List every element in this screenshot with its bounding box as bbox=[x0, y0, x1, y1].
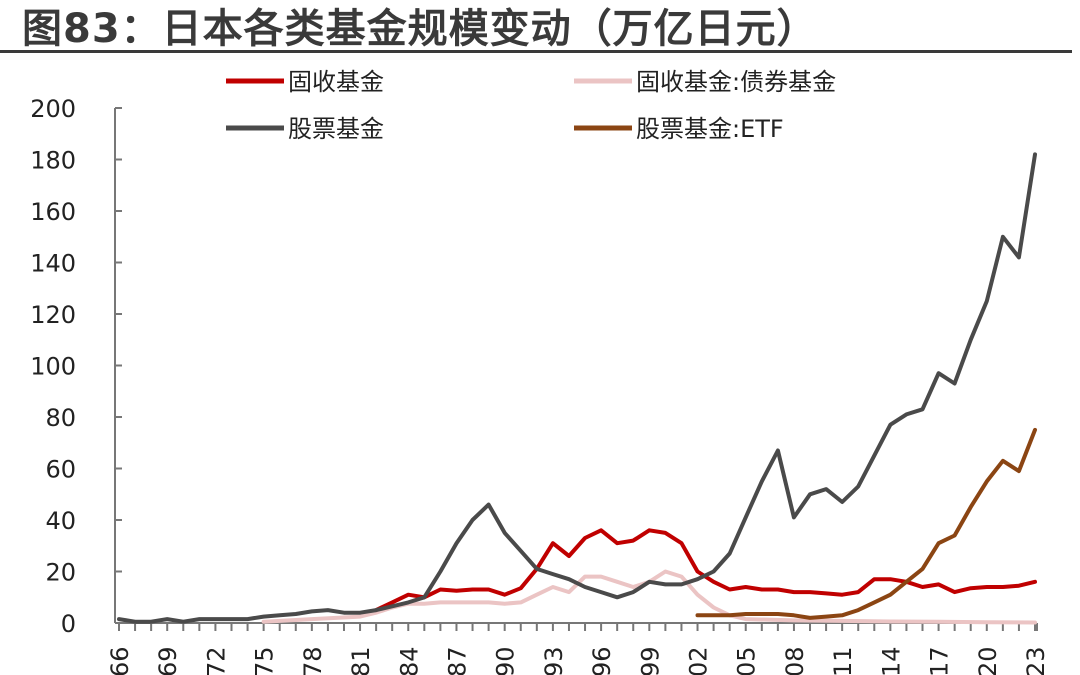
y-tick-label: 100 bbox=[30, 353, 76, 381]
chart-title: 图83：日本各类基金规模变动（万亿日元） bbox=[22, 6, 818, 52]
y-tick-label: 200 bbox=[30, 95, 76, 123]
legend-label: 固收基金 bbox=[288, 68, 384, 96]
y-tick-label: 140 bbox=[30, 250, 76, 278]
x-tick-label: 66 bbox=[106, 646, 134, 675]
legend-fixed-income: 固收基金 bbox=[226, 68, 384, 96]
title-underline bbox=[0, 50, 1072, 53]
etf-line bbox=[695, 427, 1037, 620]
x-tick-label: 96 bbox=[588, 646, 616, 675]
x-tick-label: 87 bbox=[443, 646, 471, 675]
y-tick-label: 180 bbox=[30, 147, 76, 175]
fixed-income-fund-line bbox=[374, 528, 1037, 613]
y-tick-label: 60 bbox=[45, 456, 76, 484]
legend-label: 股票基金:ETF bbox=[636, 115, 784, 143]
y-tick-label: 160 bbox=[30, 198, 76, 226]
x-tick-label: 81 bbox=[347, 646, 375, 675]
legend-label: 股票基金 bbox=[288, 115, 384, 143]
bond-fund-line bbox=[261, 569, 1037, 625]
x-tick-label: 72 bbox=[202, 646, 230, 675]
equity-fund-line bbox=[117, 152, 1037, 624]
x-tick-label: 05 bbox=[733, 646, 761, 675]
x-tick-label: 20 bbox=[974, 646, 1002, 675]
x-tick-label: 08 bbox=[781, 646, 809, 675]
x-tick-label: 99 bbox=[636, 646, 664, 675]
x-tick-label: 75 bbox=[251, 646, 279, 675]
y-tick-label: 80 bbox=[45, 404, 76, 432]
x-tick-label: 02 bbox=[685, 646, 713, 675]
x-tick-label: 84 bbox=[395, 646, 423, 675]
x-tick-label: 93 bbox=[540, 646, 568, 675]
x-tick-label: 11 bbox=[829, 646, 857, 675]
y-tick-label: 20 bbox=[45, 559, 76, 587]
x-tick-label: 14 bbox=[877, 646, 905, 675]
y-tick-label: 120 bbox=[30, 301, 76, 329]
legend-bond-fund: 固收基金:债券基金 bbox=[574, 68, 836, 96]
x-tick-label: 23 bbox=[1022, 646, 1050, 675]
x-tick-label: 90 bbox=[492, 646, 520, 675]
legend-equity-fund: 股票基金 bbox=[226, 115, 384, 143]
x-tick-label: 78 bbox=[299, 646, 327, 675]
x-tick-label: 69 bbox=[154, 646, 182, 675]
y-tick-label: 40 bbox=[45, 507, 76, 535]
legend-label: 固收基金:债券基金 bbox=[636, 68, 836, 96]
x-tick-label: 17 bbox=[926, 646, 954, 675]
legend-etf: 股票基金:ETF bbox=[574, 115, 784, 143]
plot-area bbox=[117, 152, 1037, 625]
y-tick-label: 0 bbox=[61, 610, 76, 638]
